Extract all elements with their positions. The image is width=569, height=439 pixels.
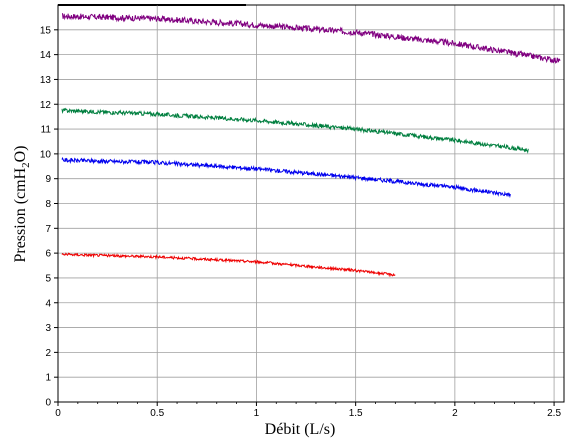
series-line-red <box>61 252 396 278</box>
series-group <box>61 13 561 278</box>
y-axis-title-main: mH <box>12 167 29 191</box>
y-tick-label: 2 <box>45 348 51 359</box>
y-tick-label: 3 <box>45 323 51 334</box>
x-tick-label: 2.5 <box>547 408 561 419</box>
y-tick-label: 9 <box>45 174 51 185</box>
y-tick-label: 4 <box>45 298 51 309</box>
x-tick-label: 0.5 <box>150 408 164 419</box>
y-axis-title-sub: 2 <box>20 162 32 168</box>
y-tick-label: 7 <box>45 224 51 235</box>
y-tick-label: 11 <box>41 125 52 136</box>
y-tick-label: 10 <box>40 149 52 160</box>
y-axis-title: Pression (cmH2O) <box>12 145 32 262</box>
y-tick-label: 0 <box>45 398 51 409</box>
x-tick-label: 1 <box>254 408 260 419</box>
y-axis-title-pre: Pression (c <box>12 192 29 263</box>
y-tick-label: 1 <box>45 373 51 384</box>
y-tick-label: 13 <box>40 75 52 86</box>
y-tick-label: 12 <box>40 100 52 111</box>
x-tick-label: 2 <box>452 408 458 419</box>
x-tick-label: 0 <box>55 408 61 419</box>
y-tick-label: 6 <box>45 249 51 260</box>
x-axis-title: Débit (L/s) <box>265 421 336 438</box>
y-tick-label: 15 <box>40 25 52 36</box>
series-line-blue <box>61 156 511 199</box>
gridlines <box>58 5 564 402</box>
series-line-green <box>61 107 529 154</box>
y-tick-label: 14 <box>40 50 52 61</box>
y-tick-label: 8 <box>45 199 51 210</box>
x-tick-label: 1.5 <box>349 408 363 419</box>
y-axis-title-post: O) <box>12 145 29 162</box>
y-tick-label: 5 <box>45 273 51 284</box>
series-line-purple <box>61 13 561 64</box>
